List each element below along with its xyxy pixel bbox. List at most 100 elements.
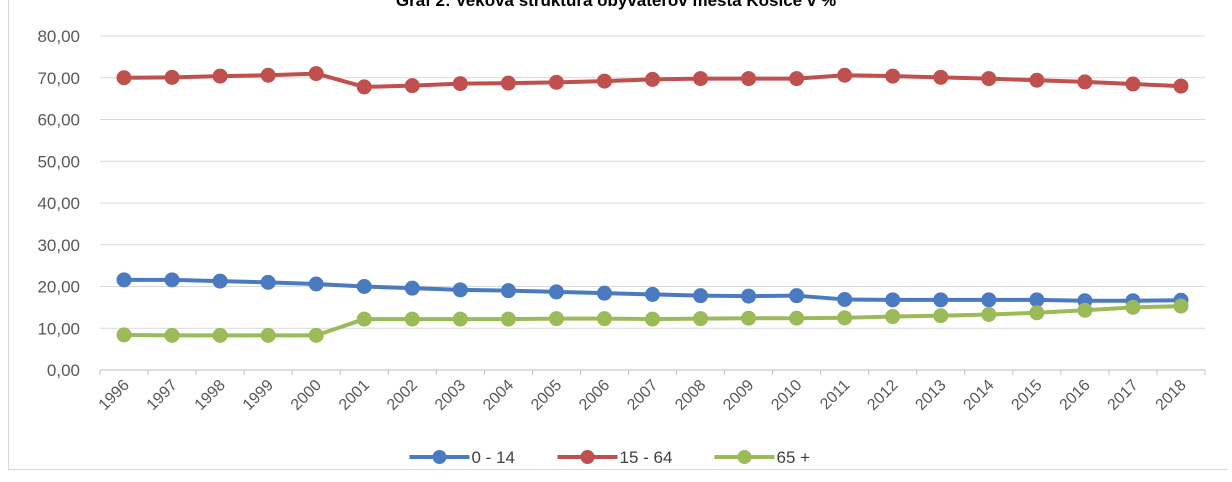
data-point	[452, 76, 468, 92]
data-point	[693, 71, 709, 87]
data-point	[789, 71, 805, 87]
data-point	[1173, 298, 1189, 314]
data-point	[933, 292, 949, 308]
legend-label: 15 - 64	[620, 448, 673, 467]
data-point	[645, 311, 660, 327]
data-point	[212, 327, 228, 343]
data-point	[693, 288, 709, 304]
chart-title: Graf 2: Veková štruktúra obyvateľov mest…	[395, 0, 837, 10]
x-tick-label: 2005	[528, 377, 565, 414]
legend-label: 65 +	[777, 448, 811, 467]
data-point	[404, 78, 420, 94]
x-tick-label: 2015	[1008, 377, 1045, 414]
x-tick-label: 1996	[96, 377, 133, 414]
x-tick-label: 2010	[768, 377, 805, 414]
y-tick-label: 30,00	[37, 236, 80, 255]
y-tick-label: 0,00	[47, 361, 80, 380]
data-point	[116, 70, 132, 86]
x-tick-label: 1998	[192, 377, 229, 414]
data-point	[404, 311, 420, 327]
data-point	[885, 68, 901, 84]
data-point	[645, 286, 660, 302]
x-tick-label: 2002	[384, 377, 421, 414]
x-tick-label: 2001	[336, 377, 373, 414]
y-tick-label: 80,00	[37, 27, 80, 46]
data-point	[1029, 292, 1045, 308]
data-point	[981, 306, 997, 322]
legend-item: 65 +	[714, 448, 811, 467]
x-tick-label: 2018	[1153, 377, 1190, 414]
x-tick-label: 2011	[817, 377, 853, 413]
x-tick-label: 2006	[576, 377, 613, 414]
data-point	[933, 308, 949, 324]
data-point	[885, 292, 901, 308]
data-point	[260, 274, 276, 290]
data-point	[212, 273, 228, 289]
data-point	[212, 68, 228, 84]
x-tick-label: 2009	[720, 377, 757, 414]
data-point	[596, 285, 612, 301]
data-point	[596, 311, 612, 327]
y-tick-label: 20,00	[37, 278, 80, 297]
data-point	[548, 311, 564, 327]
data-point	[164, 327, 180, 343]
data-point	[308, 276, 324, 292]
data-point	[837, 67, 853, 83]
legend-item: 0 - 14	[409, 448, 515, 467]
data-point	[645, 71, 660, 87]
y-tick-label: 50,00	[37, 152, 80, 171]
data-point	[500, 283, 516, 299]
x-tick-label: 1999	[240, 377, 277, 414]
data-point	[308, 66, 324, 82]
legend-swatch-marker	[737, 450, 752, 464]
x-tick-label: 2007	[624, 377, 661, 414]
data-point	[164, 272, 180, 288]
x-tick-label: 2003	[432, 377, 469, 414]
chart-frame	[8, 0, 1228, 470]
data-point	[452, 282, 468, 298]
data-point	[837, 291, 853, 307]
data-point	[356, 311, 372, 327]
data-point	[308, 327, 324, 343]
data-point	[260, 327, 276, 343]
data-point	[741, 288, 757, 304]
x-tick-label: 2000	[288, 377, 325, 414]
data-point	[981, 71, 997, 87]
y-tick-label: 10,00	[37, 319, 80, 338]
x-tick-label: 2008	[672, 377, 709, 414]
x-tick-label: 2017	[1105, 377, 1142, 414]
x-tick-label: 2012	[864, 377, 901, 414]
data-point	[1173, 78, 1189, 94]
data-point	[789, 288, 805, 304]
data-point	[116, 327, 132, 343]
data-point	[1125, 76, 1141, 92]
y-tick-label: 40,00	[37, 194, 80, 213]
data-point	[981, 292, 997, 308]
legend-swatch-marker	[580, 450, 595, 464]
data-point	[741, 71, 757, 87]
x-axis-ticks: 1996 1997 1998 1999 2000 2001 2002 2003 2004 2005…	[96, 370, 1206, 414]
data-point	[548, 284, 564, 300]
data-point	[693, 311, 709, 327]
data-point	[837, 310, 853, 326]
data-point	[548, 74, 564, 90]
x-tick-label: 2016	[1057, 377, 1094, 414]
data-point	[500, 311, 516, 327]
data-point	[933, 69, 949, 85]
data-point	[164, 69, 180, 85]
legend-item: 15 - 64	[557, 448, 673, 467]
data-point	[789, 310, 805, 326]
data-point	[1077, 74, 1093, 90]
data-point	[500, 75, 516, 91]
data-point	[452, 311, 468, 327]
data-point	[885, 309, 901, 325]
y-tick-label: 70,00	[37, 69, 80, 88]
data-point	[116, 272, 132, 288]
x-tick-label: 2013	[912, 377, 949, 414]
data-point	[404, 280, 420, 296]
data-point	[356, 279, 372, 294]
series-lines	[116, 66, 1189, 343]
legend-label: 0 - 14	[472, 448, 515, 467]
data-point	[1029, 72, 1045, 88]
